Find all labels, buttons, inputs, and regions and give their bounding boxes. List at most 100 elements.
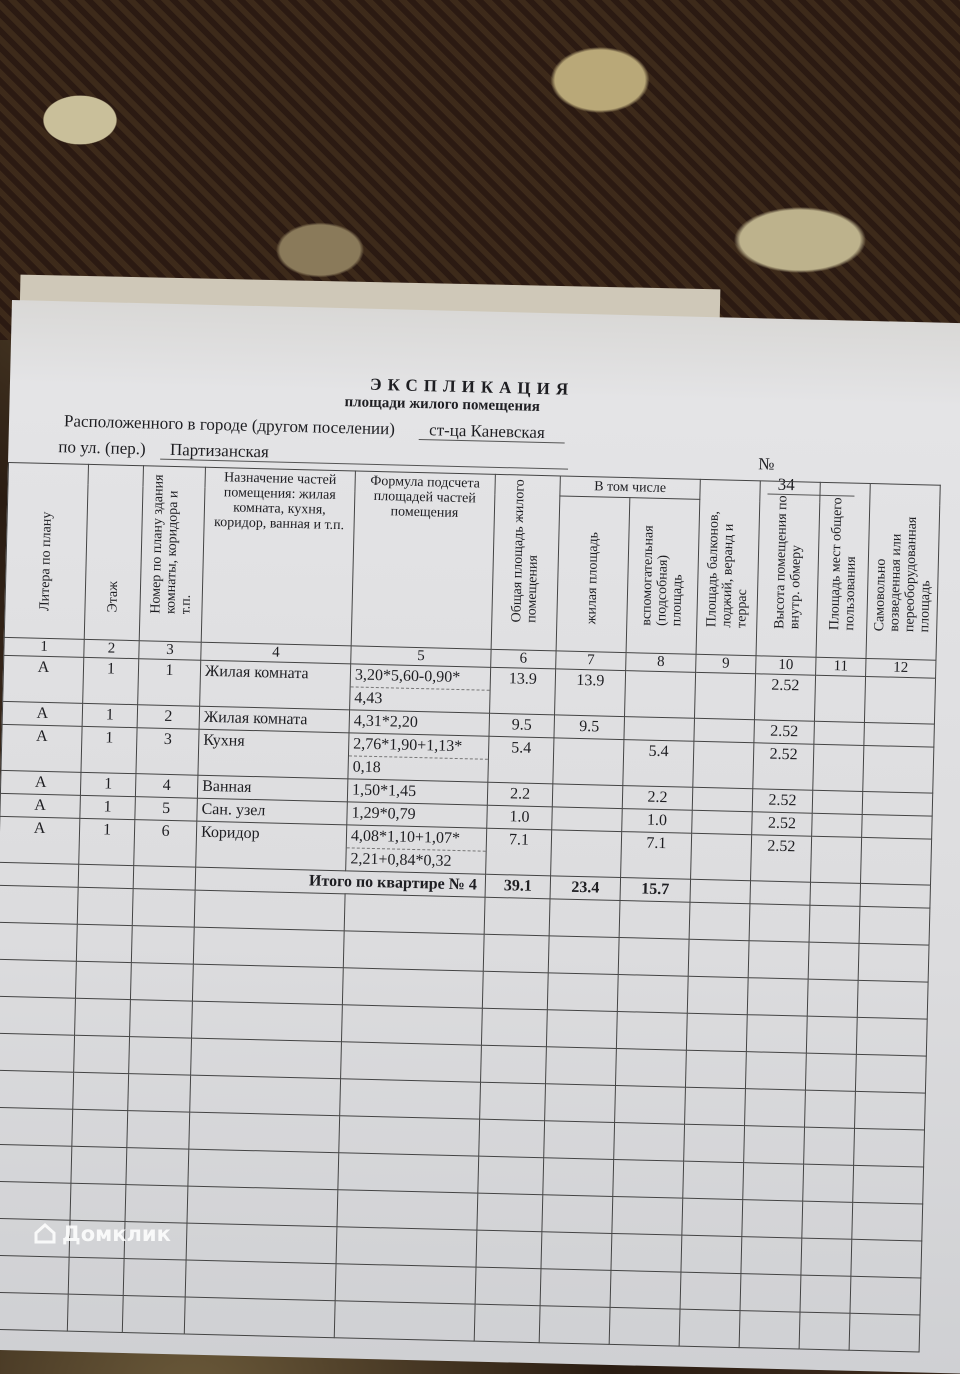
cell-empty xyxy=(133,865,196,891)
cell-num: 5 xyxy=(134,796,198,822)
cell-empty xyxy=(683,1124,745,1163)
cell-empty xyxy=(0,1070,74,1110)
cell-empty xyxy=(687,976,749,1015)
formula-line: 1,29*0,79 xyxy=(351,804,416,824)
cell-empty xyxy=(799,1312,850,1351)
cell-empty xyxy=(810,836,862,884)
cell-formula: 4,31*2,20 xyxy=(349,709,490,737)
cell-empty xyxy=(484,897,551,936)
header-purpose: Назначение частей помещения: жилая комна… xyxy=(201,467,356,646)
cell-empty xyxy=(192,964,344,1005)
cell-empty xyxy=(618,937,690,977)
cell-empty xyxy=(682,1161,744,1200)
cell-aux: 2.2 xyxy=(622,785,693,811)
cell-empty xyxy=(74,998,131,1037)
cell-empty xyxy=(802,1164,854,1203)
cell-floor: 1 xyxy=(80,772,136,797)
cell-empty xyxy=(540,1231,612,1271)
cell-empty xyxy=(482,971,549,1010)
cell-empty xyxy=(341,1004,483,1046)
cell-height: 2.52 xyxy=(752,742,814,791)
header-balcony: Площадь балконов, лоджий, веранд и терра… xyxy=(696,479,761,656)
cell-empty xyxy=(615,1048,687,1088)
cell-empty xyxy=(864,676,936,725)
cell-height: 2.52 xyxy=(754,673,816,722)
document-sheet: ЭКСПЛИКАЦИЯ площади жилого помещения Рас… xyxy=(0,300,960,1374)
cell-empty xyxy=(800,1275,851,1314)
cell-aux: 1.0 xyxy=(621,808,693,834)
cell-empty xyxy=(681,1198,743,1237)
cell-empty xyxy=(71,1109,128,1148)
cell-name: Коридор xyxy=(195,821,347,871)
cell-empty xyxy=(0,1033,75,1073)
cell-empty xyxy=(190,1038,342,1079)
cell-empty xyxy=(0,862,79,888)
cell-empty xyxy=(679,1309,741,1348)
cell-empty xyxy=(685,1050,747,1089)
cell-total: 2.2 xyxy=(487,782,553,807)
cell-empty xyxy=(688,939,750,978)
cell-empty xyxy=(132,888,196,928)
cell-height: 2.52 xyxy=(752,788,813,814)
cell-empty xyxy=(689,902,750,941)
cell-empty xyxy=(73,1035,130,1074)
location-value: ст-ца Каневская xyxy=(418,419,566,444)
header-floor: Этаж xyxy=(84,464,144,641)
cell-empty xyxy=(476,1193,543,1232)
cell-empty xyxy=(539,1305,611,1345)
cell-empty xyxy=(188,1112,340,1153)
cell-empty xyxy=(860,837,932,886)
cell-empty xyxy=(194,890,346,931)
cell-empty xyxy=(130,962,194,1002)
cell-empty xyxy=(125,1184,188,1224)
cell-empty xyxy=(476,1230,542,1269)
cell-empty xyxy=(483,934,550,973)
cell-empty xyxy=(336,1226,477,1268)
cell-empty xyxy=(680,1272,741,1311)
cell-empty xyxy=(851,1202,923,1242)
cell-balcony xyxy=(692,741,754,789)
cell-empty xyxy=(70,1183,126,1222)
cell-empty xyxy=(545,1046,617,1086)
cell-empty xyxy=(131,925,195,965)
cell-empty xyxy=(184,1297,336,1338)
cell-empty xyxy=(684,1087,746,1126)
cell-empty xyxy=(128,1036,192,1076)
cell-litera: А xyxy=(0,793,81,819)
cell-empty xyxy=(741,1199,803,1239)
cell-empty xyxy=(475,1267,541,1306)
cell-empty xyxy=(861,814,933,840)
cell-empty xyxy=(609,1307,681,1347)
cell-empty xyxy=(812,790,863,815)
cell-empty xyxy=(619,900,690,940)
header-aux: вспомогательная (подсобная) площадь xyxy=(626,497,700,655)
cell-litera: А xyxy=(0,770,81,796)
cell-litera: А xyxy=(2,655,84,704)
cell-empty xyxy=(807,979,859,1018)
cell-empty xyxy=(849,1313,920,1352)
cell-empty xyxy=(862,745,934,794)
cell-empty xyxy=(801,1201,853,1240)
column-number: 8 xyxy=(625,652,697,673)
header-living: жилая площадь xyxy=(556,495,630,653)
cell-height: 2.52 xyxy=(750,834,812,883)
cell-empty xyxy=(0,1255,70,1295)
cell-empty xyxy=(67,1294,124,1333)
cell-living xyxy=(552,737,624,786)
cell-empty xyxy=(813,721,865,746)
total-living: 23.4 xyxy=(550,875,621,901)
cell-empty xyxy=(129,999,193,1039)
cell-empty xyxy=(859,883,931,909)
cell-empty xyxy=(805,1053,857,1092)
cell-empty xyxy=(811,813,863,838)
cell-empty xyxy=(857,980,929,1020)
cell-floor: 1 xyxy=(82,657,139,705)
location-label: Расположенного в городе (другом поселени… xyxy=(63,411,396,439)
cell-empty xyxy=(610,1270,681,1310)
cell-living xyxy=(550,829,622,878)
cell-litera: А xyxy=(0,816,80,865)
cell-floor: 1 xyxy=(78,818,135,866)
cell-empty xyxy=(546,1009,618,1049)
cell-empty xyxy=(547,972,619,1012)
cell-empty xyxy=(812,744,864,792)
